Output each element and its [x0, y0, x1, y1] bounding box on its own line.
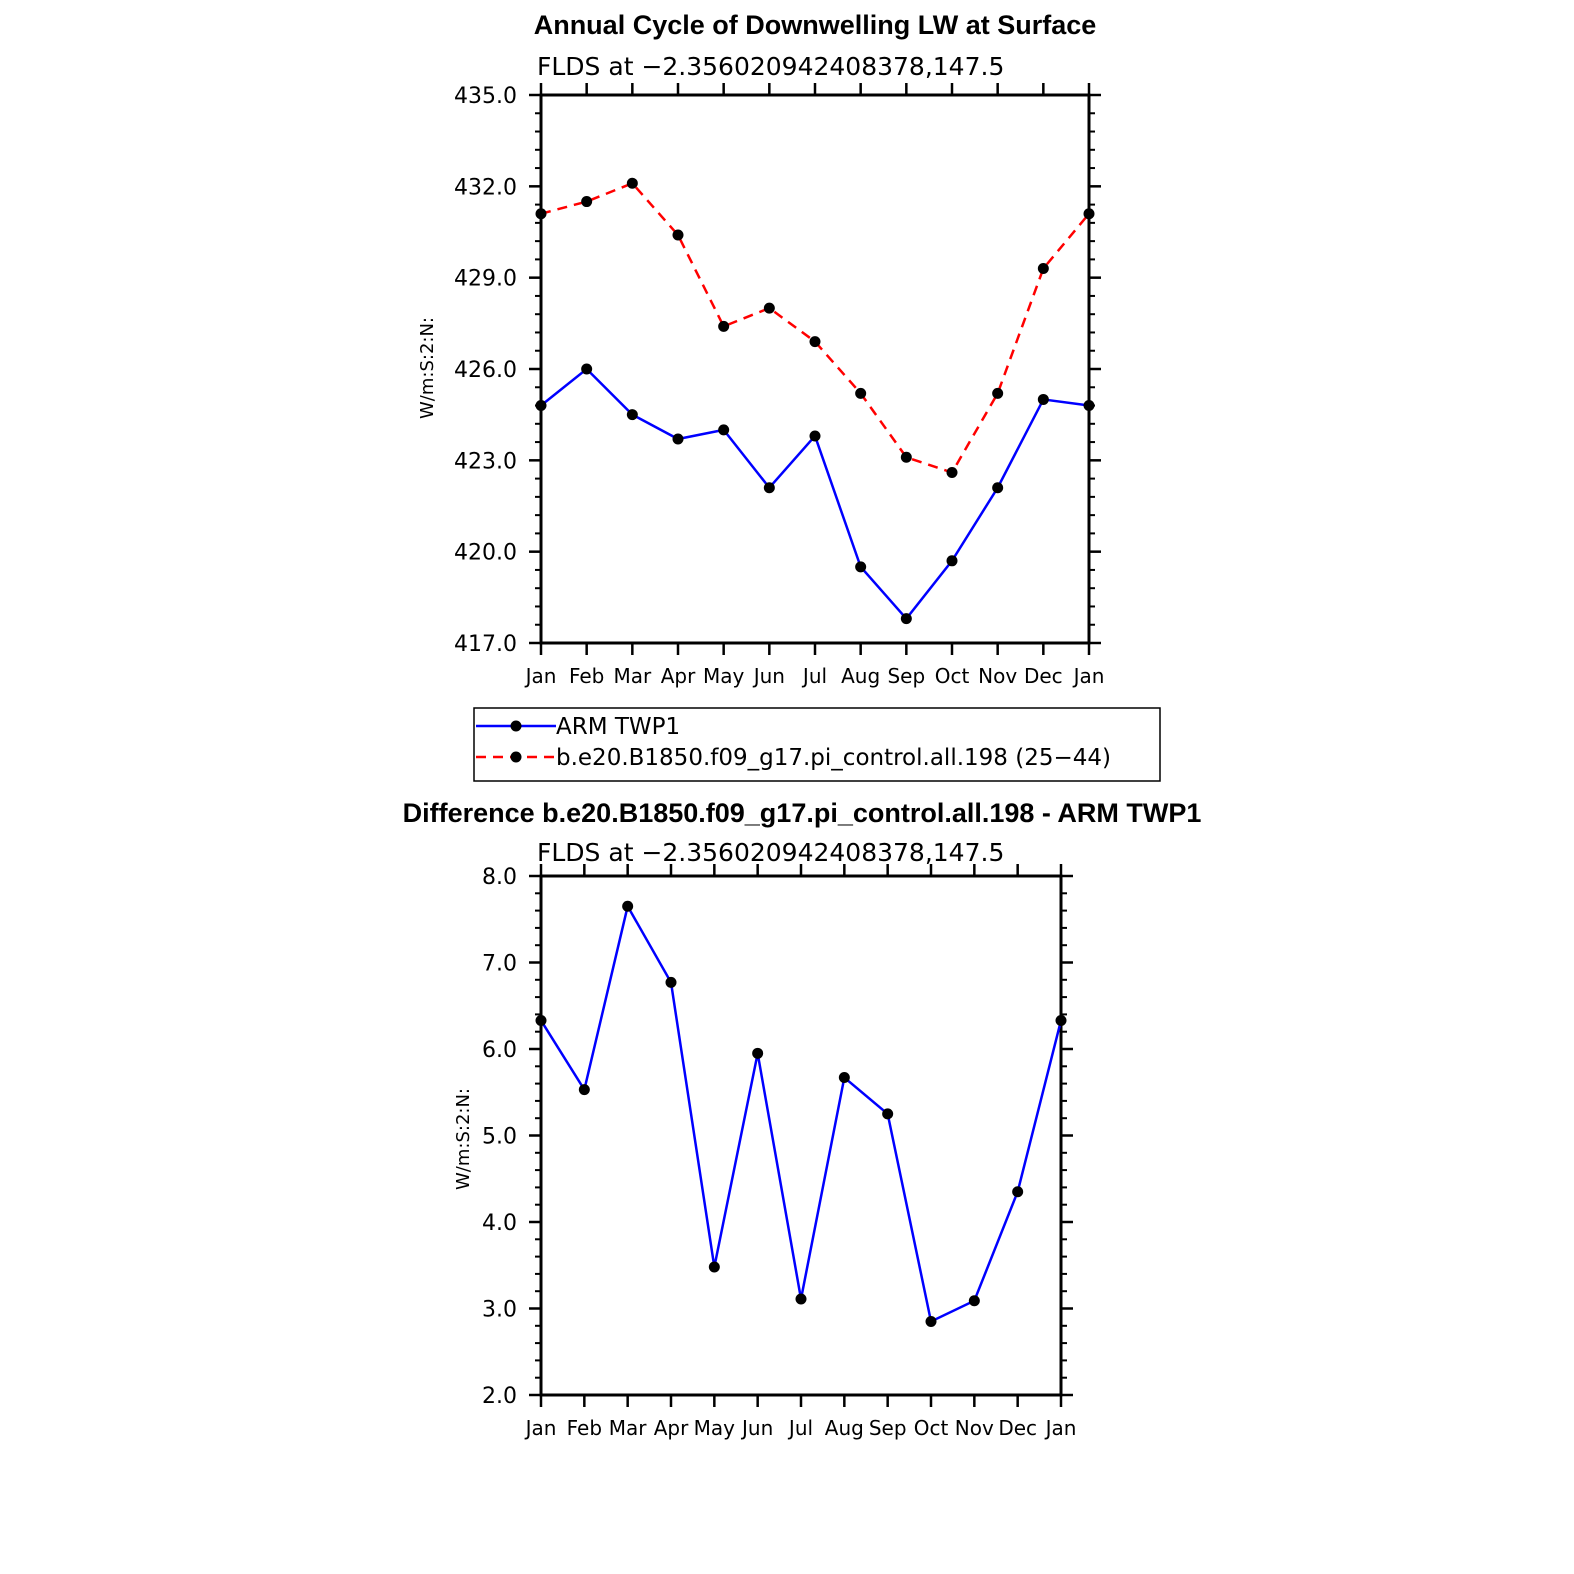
chart2-frame [539, 874, 1063, 1397]
chart1-series-2-point [581, 196, 593, 208]
chart2-series-1-point [708, 1261, 720, 1273]
chart1-series-1-point [718, 424, 730, 436]
chart1-x-tick-label: Nov [978, 664, 1017, 688]
chart1-series-1-point [672, 433, 684, 445]
chart2-x-tick-label: Jan [1044, 1416, 1077, 1440]
chart2-x-tick-label: Nov [955, 1416, 994, 1440]
chart1-series-2-point [855, 387, 867, 399]
chart1-x-tick-label: Dec [1024, 664, 1063, 688]
chart1-series-2-point [946, 467, 958, 479]
chart1-x-tick-label: Jan [1072, 664, 1105, 688]
chart1-y-tick-label: 429.0 [454, 267, 517, 292]
chart1-series-2-point [1083, 208, 1095, 220]
chart2-x-tick-label: Jan [524, 1416, 557, 1440]
chart1-series-2-point [809, 336, 821, 348]
chart2-subtitle: FLDS at −2.356020942408378,147.5 [537, 838, 1004, 867]
chart1-x-tick-label: Jan [524, 664, 557, 688]
chart2-series-1-point [752, 1047, 764, 1059]
legend-marker-1 [510, 720, 522, 732]
chart1-subtitle: FLDS at −2.356020942408378,147.5 [537, 52, 1004, 81]
chart1-y-axis-label: W/m:S:2:N: [417, 317, 438, 419]
chart1-series-1-point [855, 561, 867, 573]
chart1-y-tick-label: 426.0 [454, 358, 517, 383]
chart1-y-tick-label: 435.0 [454, 84, 517, 109]
chart1-y-tick-label: 432.0 [454, 175, 517, 200]
chart1-series-2-point [718, 320, 730, 332]
chart2-y-tick-label: 4.0 [482, 1211, 517, 1236]
chart1-x-tick-label: Oct [935, 664, 970, 688]
chart2-series-1-point [578, 1084, 590, 1096]
legend: ARM TWP1 b.e20.B1850.f09_g17.pi_control.a… [473, 707, 1161, 782]
chart1-series-2-point [763, 302, 775, 314]
chart1-series-1-point [763, 482, 775, 494]
chart2-y-axis-label: W/m:S:2:N: [453, 1088, 474, 1190]
chart2-title: Difference b.e20.B1850.f09_g17.pi_contro… [403, 798, 1202, 828]
chart1-series-1-point [581, 363, 593, 375]
chart1-x-tick-label: Feb [569, 664, 604, 688]
chart1-title: Annual Cycle of Downwelling LW at Surfac… [534, 10, 1097, 40]
chart2-series-1-point [535, 1014, 547, 1026]
chart2-x-tick-label: Apr [654, 1416, 689, 1440]
chart2-series-1-point [795, 1293, 807, 1305]
chart1-series-1-point [900, 613, 912, 625]
chart2-y-tick-label: 7.0 [482, 952, 517, 977]
chart2-y-tick-label: 2.0 [482, 1384, 517, 1409]
chart1-plot-area: 417.0 420.0 423.0 426.0 429.0 432.0 435.0 Jan Fe… [454, 83, 1104, 688]
chart1-series-1-line [540, 367, 1090, 621]
chart2-x-tick-label: May [694, 1416, 736, 1440]
chart1-x-tick-label: Mar [613, 664, 652, 688]
chart2-x-tick-label: Mar [609, 1416, 648, 1440]
chart2-y-tick-label: 8.0 [482, 865, 517, 890]
chart1-series-1-point [535, 400, 547, 412]
chart2-series-1-point [1055, 1014, 1067, 1026]
chart2-series-1-point [968, 1295, 980, 1307]
chart1-series-1-point [992, 482, 1004, 494]
legend-label-2: b.e20.B1850.f09_g17.pi_control.all.198 (… [556, 745, 1111, 771]
chart2-series-1-point [838, 1072, 850, 1084]
chart2-series-1-point [622, 900, 634, 912]
chart1-series-2-point [1037, 263, 1049, 275]
chart2-y-tick-label: 6.0 [482, 1038, 517, 1063]
chart2-x-tick-label: Dec [998, 1416, 1037, 1440]
chart1-series-1-point [946, 555, 958, 567]
chart1-series-2-line [540, 181, 1090, 475]
chart1-series-1-point [1083, 400, 1095, 412]
chart2-series-1-point [665, 976, 677, 988]
chart1-x-tick-label: Jul [801, 664, 827, 688]
legend-box [473, 707, 1161, 782]
chart1-series-2-point [535, 208, 547, 220]
chart2-x-tick-label: Jun [740, 1416, 773, 1440]
chart2-x-tick-label: Sep [869, 1416, 907, 1440]
chart2-x-tick-label: Jul [787, 1416, 813, 1440]
chart1-y-tick-label: 423.0 [454, 449, 517, 474]
chart1-series-1-point [1037, 393, 1049, 405]
chart2-plot-area: 2.0 3.0 4.0 5.0 6.0 7.0 8.0 Jan Feb Mar Apr May Jun J… [482, 864, 1076, 1440]
chart1-x-tick-label: Sep [887, 664, 925, 688]
chart2-x-tick-label: Aug [825, 1416, 864, 1440]
chart2-x-tick-label: Feb [567, 1416, 602, 1440]
chart1-series-1-point [809, 430, 821, 442]
legend-label-1: ARM TWP1 [556, 714, 680, 740]
chart1-series-2-point [672, 229, 684, 241]
chart2-x-tick-label: Oct [914, 1416, 949, 1440]
legend-marker-2 [510, 751, 522, 763]
chart2-series-1-line [539, 902, 1063, 1324]
chart2-series-1-point [925, 1315, 937, 1327]
chart1-x-tick-label: Apr [661, 664, 696, 688]
chart1-series-1-point [626, 409, 638, 421]
chart1-y-tick-label: 417.0 [454, 632, 517, 657]
chart1-series-2-point [900, 451, 912, 463]
chart1-x-tick-label: Jun [752, 664, 785, 688]
chart1-series-2-point [626, 177, 638, 189]
chart2-y-tick-label: 3.0 [482, 1298, 517, 1323]
chart1-series-2-point [992, 387, 1004, 399]
chart1-x-tick-label: May [703, 664, 745, 688]
chart2-series-1-point [1012, 1186, 1024, 1198]
chart2-y-tick-label: 5.0 [482, 1125, 517, 1150]
chart1-x-tick-label: Aug [841, 664, 880, 688]
chart1-y-tick-label: 420.0 [454, 541, 517, 566]
chart2-series-1-point [882, 1108, 894, 1120]
